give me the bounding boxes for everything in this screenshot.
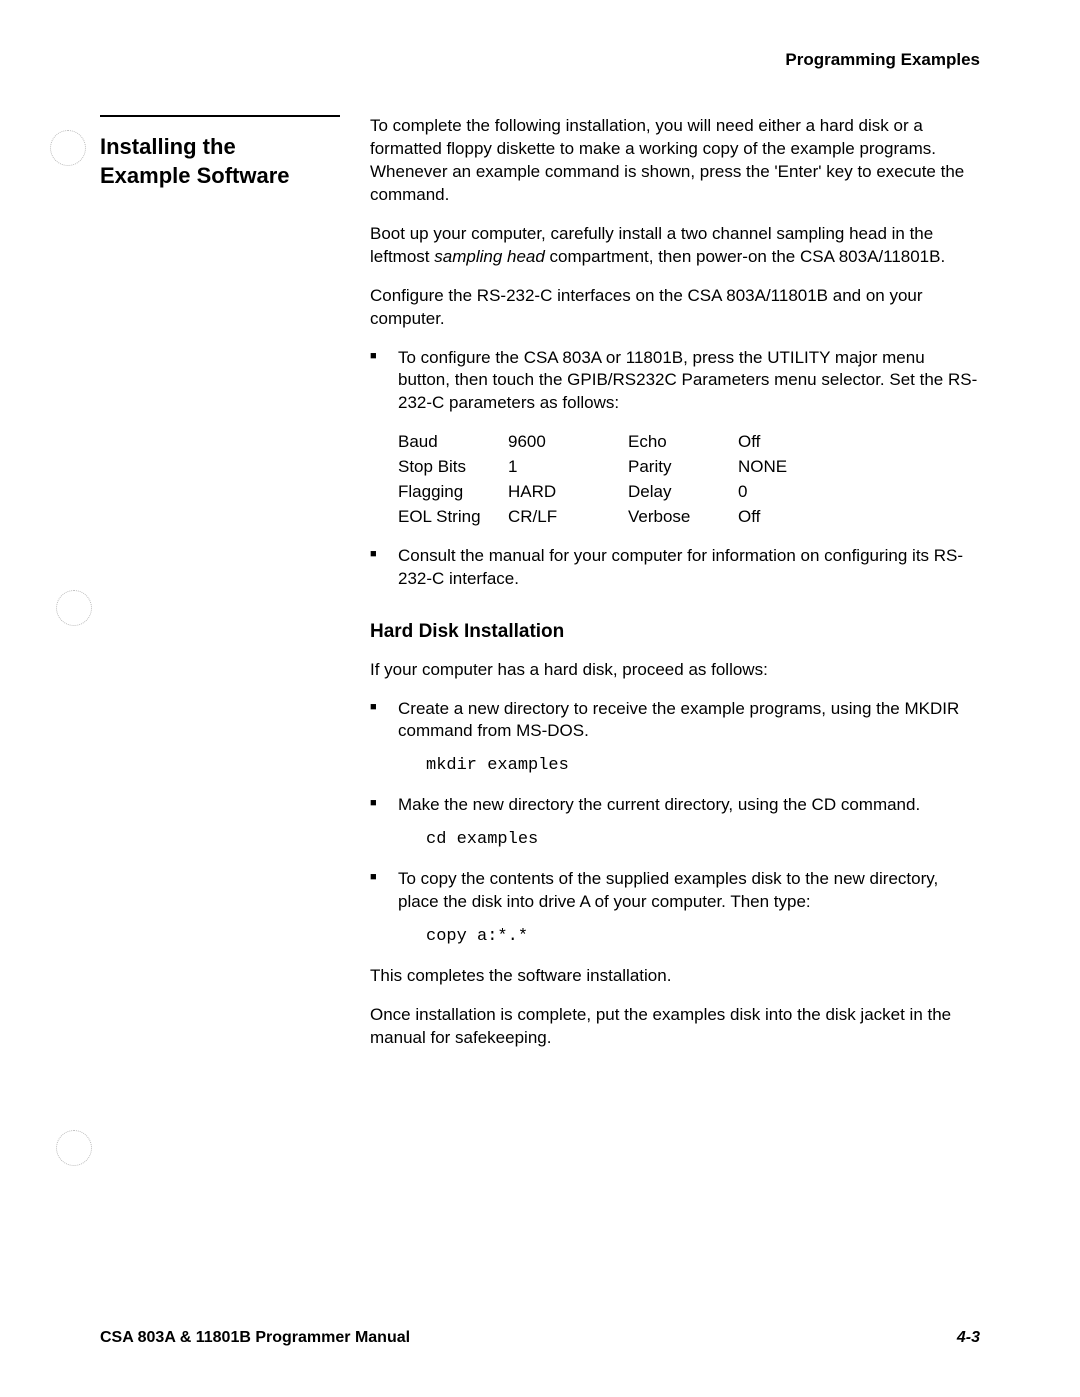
bullet-consult-text: Consult the manual for your computer for… [398, 546, 963, 588]
param-cell: Verbose [628, 506, 738, 529]
param-cell: Echo [628, 431, 738, 454]
rs232-params-table: Baud 9600 Echo Off Stop Bits 1 Parity NO… [398, 431, 980, 529]
param-cell: Off [738, 431, 828, 454]
param-cell: Flagging [398, 481, 508, 504]
p2-italic: sampling head [434, 247, 545, 266]
section-title: Installing the Example Software [100, 133, 340, 190]
hard-disk-heading: Hard Disk Installation [370, 619, 980, 645]
param-cell: 1 [508, 456, 628, 479]
left-column: Installing the Example Software [100, 115, 340, 1066]
binding-mark-3 [56, 1130, 92, 1166]
right-column: To complete the following installation, … [370, 115, 980, 1066]
paragraph-configure: Configure the RS-232-C interfaces on the… [370, 285, 980, 331]
code-cd: cd examples [426, 829, 980, 852]
config-bullet-list: To configure the CSA 803A or 11801B, pre… [370, 347, 980, 416]
param-cell: CR/LF [508, 506, 628, 529]
p2-suffix: compartment, then power-on the CSA 803A/… [545, 247, 945, 266]
section-title-line2: Example Software [100, 163, 290, 188]
paragraph-boot: Boot up your computer, carefully install… [370, 223, 980, 269]
param-cell: Stop Bits [398, 456, 508, 479]
content-area: Installing the Example Software To compl… [100, 115, 980, 1066]
param-cell: 0 [738, 481, 828, 504]
bullet-copy-text: To copy the contents of the supplied exa… [398, 869, 938, 911]
paragraph-complete: This completes the software installation… [370, 965, 980, 988]
param-cell: NONE [738, 456, 828, 479]
paragraph-intro: To complete the following installation, … [370, 115, 980, 207]
param-cell: Off [738, 506, 828, 529]
paragraph-safekeeping: Once installation is complete, put the e… [370, 1004, 980, 1050]
bullet-consult-manual: Consult the manual for your computer for… [370, 545, 980, 591]
bullet-cd-text: Make the new directory the current direc… [398, 795, 920, 814]
paragraph-hd-intro: If your computer has a hard disk, procee… [370, 659, 980, 682]
bullet-cd: Make the new directory the current direc… [370, 794, 980, 852]
footer-manual-title: CSA 803A & 11801B Programmer Manual [100, 1329, 410, 1347]
code-mkdir: mkdir examples [426, 755, 980, 778]
bullet-mkdir-text: Create a new directory to receive the ex… [398, 699, 959, 741]
binding-mark-1 [50, 130, 86, 166]
param-cell: HARD [508, 481, 628, 504]
bullet-copy: To copy the contents of the supplied exa… [370, 868, 980, 949]
page-footer: CSA 803A & 11801B Programmer Manual 4-3 [100, 1329, 980, 1347]
header-section-label: Programming Examples [100, 50, 980, 70]
param-cell: Baud [398, 431, 508, 454]
bullet-configure-csa: To configure the CSA 803A or 11801B, pre… [370, 347, 980, 416]
param-cell: Parity [628, 456, 738, 479]
param-cell: 9600 [508, 431, 628, 454]
hd-bullet-list: Create a new directory to receive the ex… [370, 698, 980, 950]
param-cell: EOL String [398, 506, 508, 529]
code-copy: copy a:*.* [426, 926, 980, 949]
bullet-mkdir: Create a new directory to receive the ex… [370, 698, 980, 779]
binding-mark-2 [56, 590, 92, 626]
section-title-line1: Installing the [100, 134, 236, 159]
footer-page-number: 4-3 [957, 1329, 980, 1347]
param-cell: Delay [628, 481, 738, 504]
config-bullet-list-2: Consult the manual for your computer for… [370, 545, 980, 591]
bullet-configure-text: To configure the CSA 803A or 11801B, pre… [398, 348, 977, 413]
